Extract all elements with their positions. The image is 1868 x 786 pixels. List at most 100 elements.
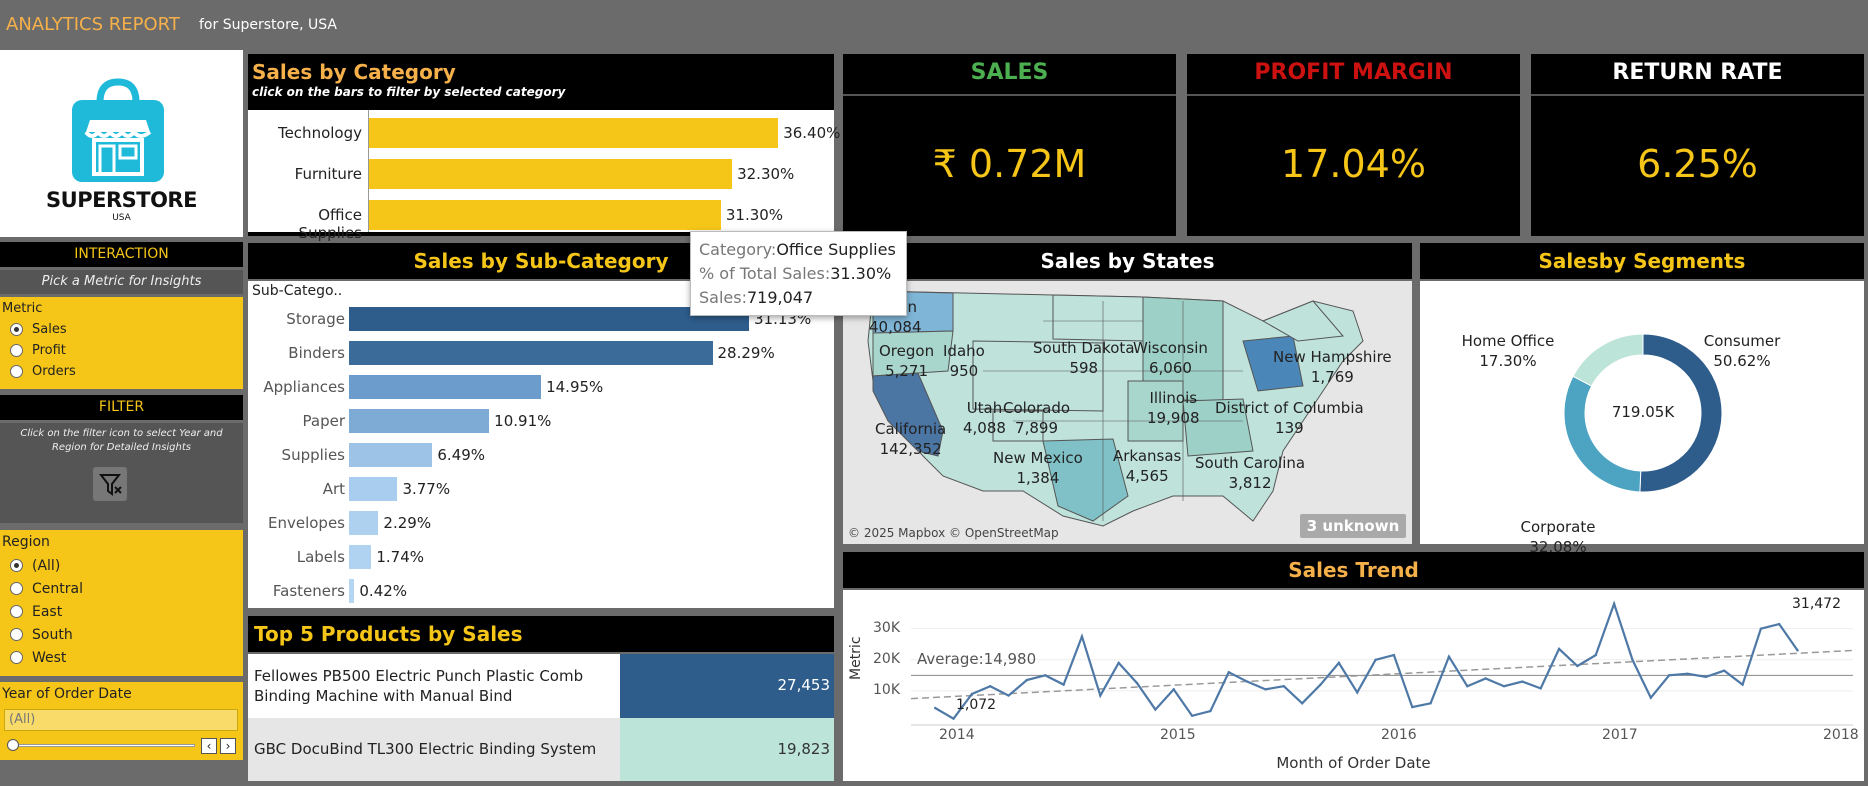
unknown-badge[interactable]: 3 unknown <box>1300 514 1406 538</box>
trend-point[interactable] <box>1521 680 1524 683</box>
trend-point[interactable] <box>952 717 955 720</box>
radio-icon <box>10 605 23 618</box>
trend-point[interactable] <box>1502 685 1506 688</box>
state-name: Oregon <box>879 342 935 360</box>
trend-point[interactable] <box>1741 683 1744 686</box>
trend-series-line[interactable] <box>934 600 1799 721</box>
trend-point[interactable] <box>1631 658 1634 661</box>
trend-point[interactable] <box>1209 709 1212 713</box>
logo-country: USA <box>112 213 131 223</box>
subcategory-chart: Sub-Catego.. Storage 31.13% Binders 28.29% A… <box>248 281 834 608</box>
subcategory-bar[interactable] <box>349 307 749 331</box>
trend-plot <box>910 600 1854 726</box>
table-row[interactable]: GBC DocuBind TL300 Electric Binding Syst… <box>248 718 834 781</box>
trend-x-tick: 2016 <box>1381 727 1417 743</box>
trend-point[interactable] <box>1227 671 1230 674</box>
metric-option-sales[interactable]: Sales <box>10 319 243 340</box>
map-attribution: © 2025 Mapbox © OpenStreetMap <box>848 526 1059 540</box>
trend-point[interactable] <box>1557 647 1561 651</box>
trend-point[interactable] <box>1392 653 1396 657</box>
state-value: 598 <box>1069 359 1099 377</box>
trend-point[interactable] <box>1356 691 1359 694</box>
region-option-all[interactable]: (All) <box>10 554 243 577</box>
trend-point[interactable] <box>1649 696 1653 699</box>
trend-point[interactable] <box>1264 688 1267 691</box>
trend-point[interactable] <box>1172 688 1175 691</box>
year-slider-handle[interactable] <box>7 739 19 751</box>
trend-point[interactable] <box>1539 687 1542 690</box>
trend-point[interactable] <box>1466 685 1469 688</box>
trend-point[interactable] <box>1484 677 1487 680</box>
subcategory-bar-label: Appliances <box>263 378 345 396</box>
trend-point[interactable] <box>1080 635 1084 638</box>
trend-point[interactable] <box>1686 672 1689 675</box>
subcategory-bar[interactable] <box>349 511 379 535</box>
report-title: ANALYTICS REPORT <box>6 14 180 35</box>
trend-point[interactable] <box>1135 681 1139 685</box>
trend-point[interactable] <box>1576 664 1579 668</box>
subcategory-bar[interactable] <box>349 545 372 569</box>
category-bar[interactable] <box>369 200 721 230</box>
metric-option-orders[interactable]: Orders <box>10 361 243 382</box>
metric-option-label: Orders <box>32 364 76 379</box>
trend-point[interactable] <box>1319 683 1322 686</box>
trend-point[interactable] <box>1025 678 1029 682</box>
trend-x-tick: 2014 <box>939 727 975 743</box>
trend-point[interactable] <box>1374 658 1377 661</box>
subcategory-bar[interactable] <box>349 375 542 399</box>
trend-point[interactable] <box>1062 683 1065 686</box>
segment-slice-1[interactable] <box>1563 375 1642 493</box>
state-name: Colorado <box>1003 399 1071 417</box>
segment-slice-2[interactable] <box>1572 333 1644 387</box>
trend-point[interactable] <box>1594 653 1597 657</box>
subcategory-bar[interactable] <box>349 477 398 501</box>
region-option-east[interactable]: East <box>10 600 243 623</box>
trend-point[interactable] <box>1245 680 1249 683</box>
subcategory-bar[interactable] <box>349 409 490 433</box>
category-bar[interactable] <box>369 118 779 148</box>
trend-point[interactable] <box>1300 702 1304 705</box>
trend-point[interactable] <box>970 692 974 696</box>
state-value: 1,384 <box>1016 469 1060 487</box>
trend-point[interactable] <box>1722 669 1726 672</box>
trend-point[interactable] <box>1447 655 1451 658</box>
trend-point[interactable] <box>1190 714 1194 717</box>
region-option-central[interactable]: Central <box>10 577 243 600</box>
trend-point[interactable] <box>1099 694 1102 697</box>
trend-point[interactable] <box>1117 661 1120 665</box>
year-prev-button[interactable]: ‹ <box>201 738 217 754</box>
year-slider-track[interactable] <box>10 744 195 747</box>
trend-point[interactable] <box>1759 627 1763 630</box>
trend-point[interactable] <box>1704 675 1708 679</box>
trend-point[interactable] <box>1282 685 1286 688</box>
trend-point[interactable] <box>1154 708 1157 711</box>
trend-point[interactable] <box>1667 674 1671 677</box>
trend-point[interactable] <box>1044 674 1047 677</box>
subcategory-bar[interactable] <box>349 579 355 603</box>
table-row[interactable]: Fellowes PB500 Electric Punch Plastic Co… <box>248 654 834 718</box>
trend-y-axis-label: Metric <box>848 636 864 680</box>
segments-header: Salesby Segments <box>1420 243 1864 279</box>
subcategory-bar[interactable] <box>349 341 713 365</box>
trend-point[interactable] <box>1429 702 1432 705</box>
metric-option-profit[interactable]: Profit <box>10 340 243 361</box>
state-value: 40,084 <box>869 318 922 336</box>
region-option-south[interactable]: South <box>10 623 243 646</box>
region-option-west[interactable]: West <box>10 646 243 669</box>
trend-point[interactable] <box>1778 622 1781 626</box>
trend-point[interactable] <box>1796 649 1799 652</box>
subcategory-bar[interactable] <box>349 443 433 467</box>
trend-point[interactable] <box>989 685 992 688</box>
trend-point[interactable] <box>1007 694 1010 697</box>
year-next-button[interactable]: › <box>220 738 236 754</box>
trend-point[interactable] <box>1337 661 1341 665</box>
trend-point[interactable] <box>1411 705 1414 709</box>
trend-point[interactable] <box>933 706 937 710</box>
kpi-card-0: SALES ₹ 0.72M <box>843 54 1176 236</box>
category-bar[interactable] <box>369 159 733 189</box>
trend-point[interactable] <box>1612 602 1616 605</box>
trend-chart: Metric Month of Order Date Average:14,98… <box>843 590 1864 781</box>
filter-button[interactable] <box>93 467 127 501</box>
year-dropdown[interactable]: (All) <box>4 709 238 731</box>
